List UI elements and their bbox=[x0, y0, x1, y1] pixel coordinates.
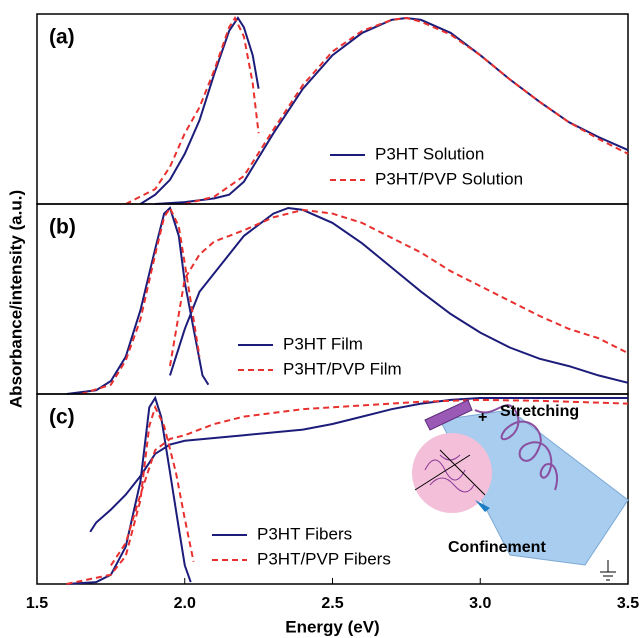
legend-label: P3HT/PVP Solution bbox=[375, 169, 523, 188]
x-tick-label: 3.0 bbox=[469, 595, 491, 612]
syringe bbox=[424, 399, 473, 431]
panel-label: (c) bbox=[49, 406, 75, 429]
series-line bbox=[66, 206, 629, 395]
annotation: Confinement bbox=[448, 539, 546, 556]
panel-frame bbox=[36, 13, 629, 205]
annotation: + bbox=[478, 409, 487, 426]
legend-label: P3HT/PVP Film bbox=[283, 359, 402, 378]
series-line bbox=[81, 205, 629, 395]
confinement-wall bbox=[439, 449, 486, 496]
x-axis-label: Energy (eV) bbox=[285, 617, 379, 636]
x-tick-label: 2.0 bbox=[174, 595, 196, 612]
confinement-circle bbox=[412, 433, 492, 513]
panel-label: (a) bbox=[49, 26, 75, 49]
legend-label: P3HT Solution bbox=[375, 144, 484, 163]
series-line bbox=[125, 15, 629, 205]
ground bbox=[600, 560, 616, 581]
legend-label: P3HT Fibers bbox=[257, 524, 352, 543]
collector-plate bbox=[439, 409, 629, 566]
arrow bbox=[475, 500, 490, 512]
panel-label: (b) bbox=[49, 216, 76, 239]
annotation: Stretching bbox=[500, 403, 579, 420]
legend-label: P3HT/PVP Fibers bbox=[257, 549, 391, 568]
confinement-wall bbox=[414, 454, 471, 491]
jet-spiral bbox=[474, 404, 558, 491]
x-tick-label: 3.5 bbox=[617, 595, 639, 612]
inset-illustration bbox=[412, 399, 629, 581]
legend-label: P3HT Film bbox=[283, 334, 363, 353]
x-tick-label: 1.5 bbox=[26, 595, 48, 612]
x-tick-label: 2.5 bbox=[321, 595, 343, 612]
y-axis-label: Absorbance/intensity (a.u.) bbox=[6, 190, 25, 408]
series-line bbox=[66, 398, 629, 585]
